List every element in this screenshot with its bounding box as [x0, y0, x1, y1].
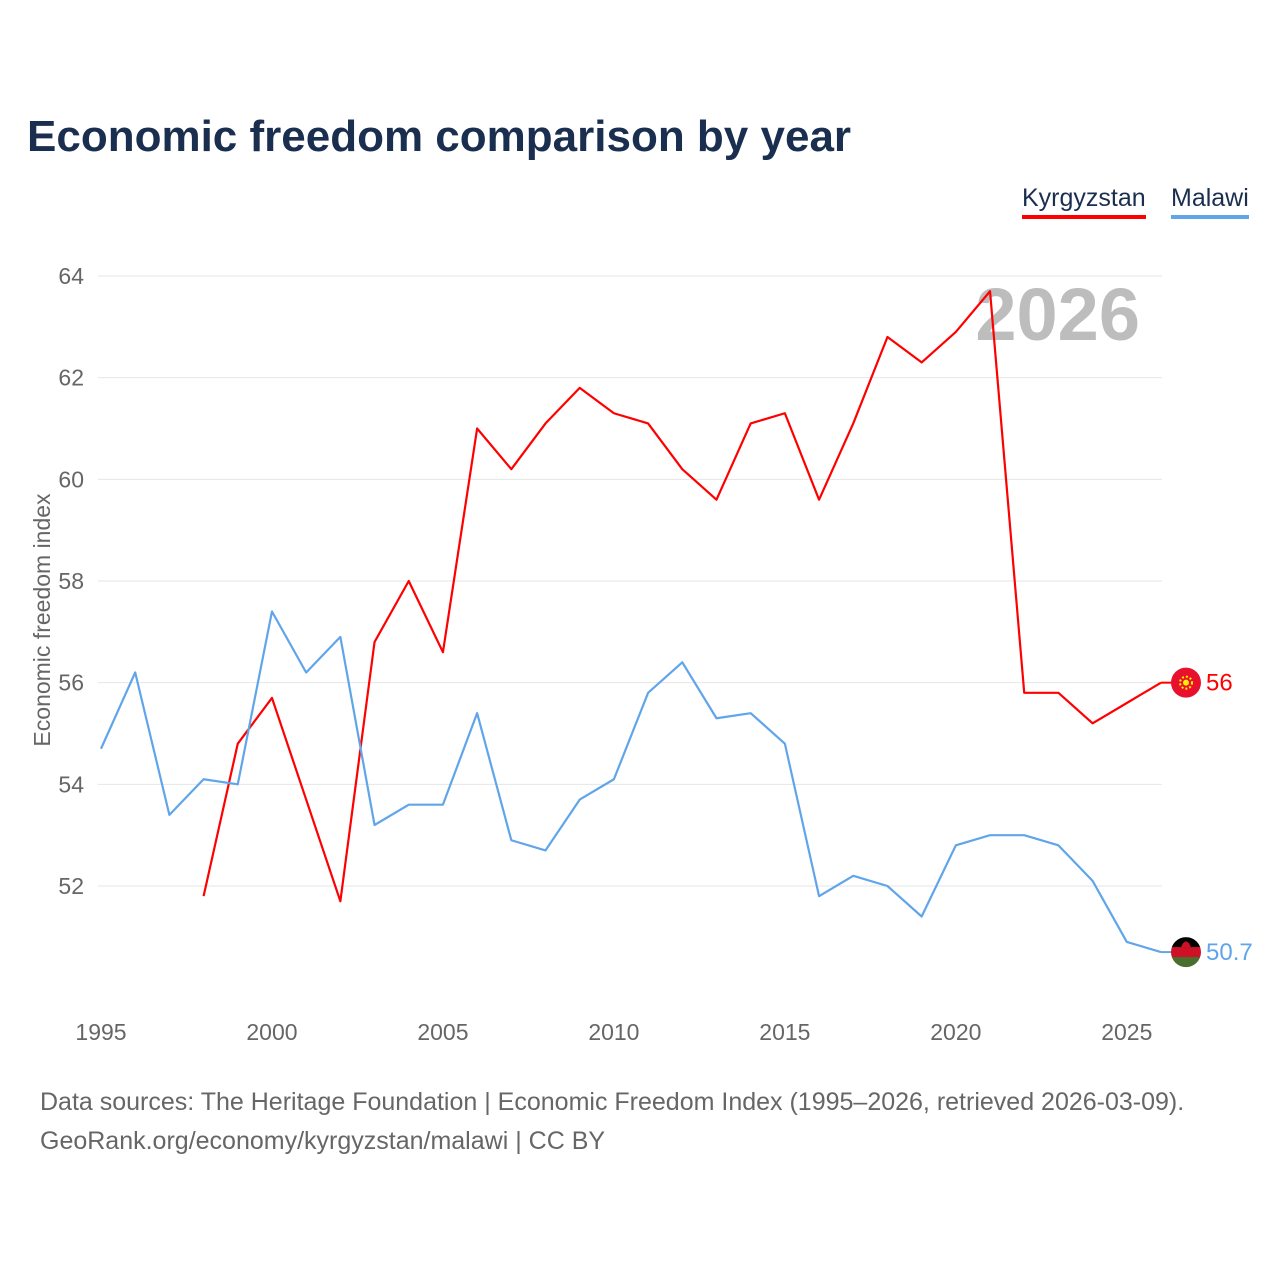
series-line-malawi	[99, 610, 1162, 954]
x-tick-label: 2015	[759, 1019, 810, 1045]
y-tick-label: 62	[58, 365, 84, 391]
x-tick-label: 1995	[75, 1019, 126, 1045]
x-tick-label: 2010	[588, 1019, 639, 1045]
malawi-flag-icon	[1171, 937, 1201, 968]
x-tick-label: 2005	[417, 1019, 468, 1045]
y-axis-label: Economic freedom index	[29, 493, 55, 747]
legend-item-kyrgyzstan[interactable]: Kyrgyzstan	[1022, 184, 1146, 219]
series-line-kyrgyzstan	[202, 290, 1162, 903]
footer-sources: Data sources: The Heritage Foundation | …	[40, 1088, 1185, 1116]
legend-item-malawi[interactable]: Malawi	[1171, 184, 1249, 219]
y-tick-label: 60	[58, 466, 84, 492]
flag-sun-center	[1183, 679, 1189, 686]
x-tick-label: 2020	[930, 1019, 981, 1045]
y-tick-label: 56	[58, 670, 84, 696]
chart-title: Economic freedom comparison by year	[27, 112, 852, 161]
footer-credit: GeoRank.org/economy/kyrgyzstan/malawi | …	[40, 1127, 606, 1155]
y-tick-label: 58	[58, 568, 84, 594]
end-value-label: 50.7	[1206, 939, 1253, 966]
flag-stripe	[1171, 957, 1201, 968]
y-tick-label: 52	[58, 873, 84, 899]
flag-stripe	[1171, 947, 1201, 958]
end-value-label: 56	[1206, 670, 1233, 697]
y-tick-label: 54	[58, 771, 84, 797]
y-tick-label: 64	[58, 263, 84, 289]
flag-sun	[1179, 675, 1193, 690]
flag-sun	[1181, 941, 1191, 948]
x-tick-label: 2025	[1101, 1019, 1152, 1045]
year-watermark: 2026	[975, 273, 1140, 356]
x-tick-label: 2000	[246, 1019, 297, 1045]
